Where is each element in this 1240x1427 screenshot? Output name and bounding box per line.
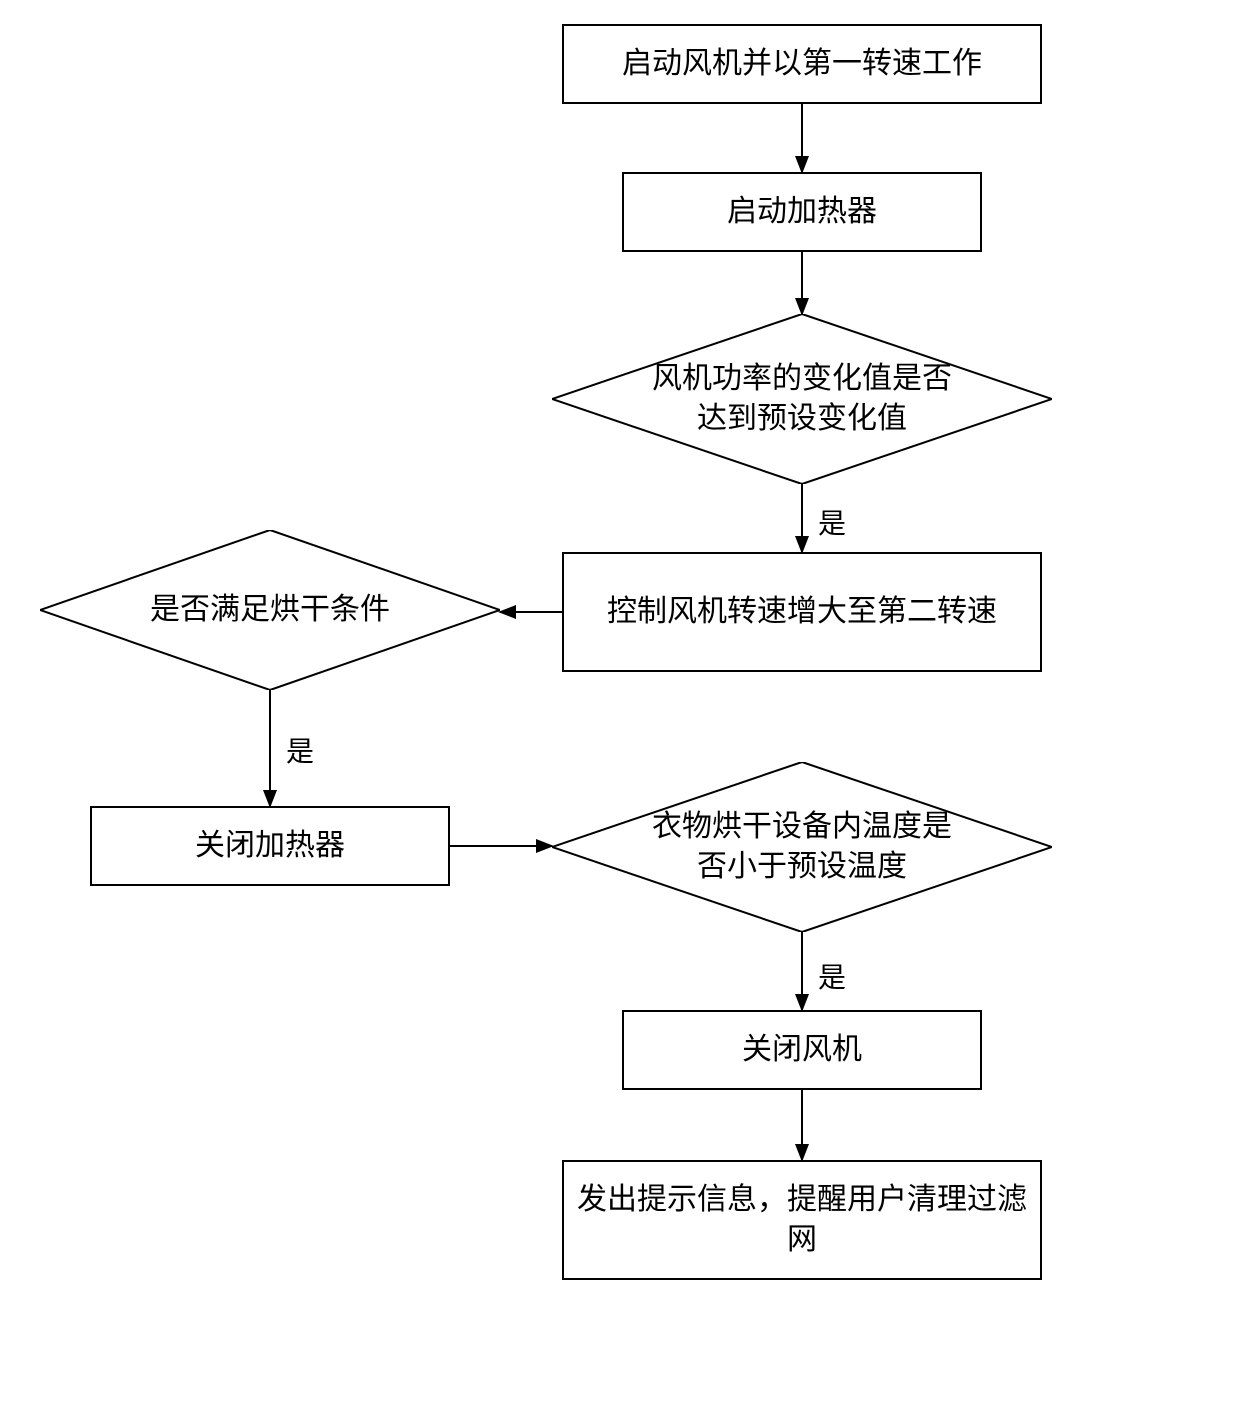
node-label: 控制风机转速增大至第二转速 bbox=[607, 592, 997, 633]
flowchart-decision-n3: 风机功率的变化值是否达到预设变化值 bbox=[552, 314, 1052, 484]
edge-label: 是 bbox=[818, 956, 846, 996]
flowchart-process-n6: 关闭加热器 bbox=[90, 806, 450, 886]
node-label: 启动风机并以第一转速工作 bbox=[622, 44, 982, 85]
node-label: 是否满足烘干条件 bbox=[150, 590, 390, 631]
node-label: 风机功率的变化值是否达到预设变化值 bbox=[652, 359, 952, 440]
edge-label: 是 bbox=[818, 502, 846, 542]
flowchart-process-n2: 启动加热器 bbox=[622, 172, 982, 252]
flowchart-decision-n7: 衣物烘干设备内温度是否小于预设温度 bbox=[552, 762, 1052, 932]
node-label: 启动加热器 bbox=[727, 192, 877, 233]
flowchart-process-n4: 控制风机转速增大至第二转速 bbox=[562, 552, 1042, 672]
edge-label: 是 bbox=[286, 730, 314, 770]
node-label: 关闭加热器 bbox=[195, 826, 345, 867]
flowchart-process-n8: 关闭风机 bbox=[622, 1010, 982, 1090]
flowchart-process-n1: 启动风机并以第一转速工作 bbox=[562, 24, 1042, 104]
node-label: 关闭风机 bbox=[742, 1030, 862, 1071]
flowchart-decision-n5: 是否满足烘干条件 bbox=[40, 530, 500, 690]
node-label: 发出提示信息，提醒用户清理过滤网 bbox=[574, 1180, 1030, 1261]
flowchart-process-n9: 发出提示信息，提醒用户清理过滤网 bbox=[562, 1160, 1042, 1280]
node-label: 衣物烘干设备内温度是否小于预设温度 bbox=[652, 807, 952, 888]
